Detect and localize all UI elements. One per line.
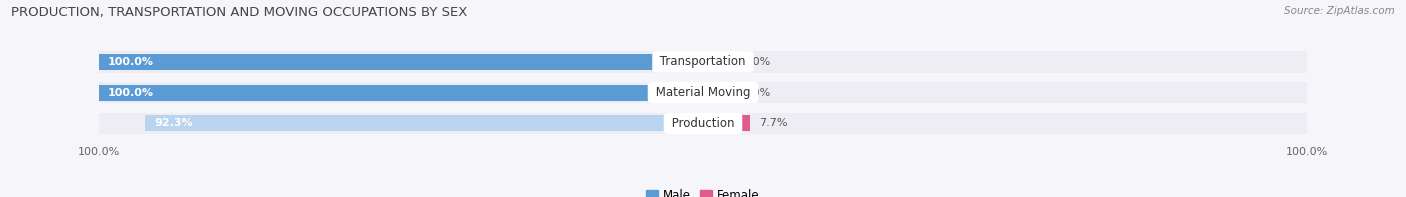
Text: Material Moving: Material Moving: [652, 86, 754, 99]
Text: PRODUCTION, TRANSPORTATION AND MOVING OCCUPATIONS BY SEX: PRODUCTION, TRANSPORTATION AND MOVING OC…: [11, 6, 468, 19]
Bar: [703, 115, 749, 131]
Text: Transportation: Transportation: [657, 55, 749, 68]
Text: 92.3%: 92.3%: [155, 118, 193, 128]
Text: Production: Production: [668, 117, 738, 130]
Text: 0.0%: 0.0%: [742, 88, 770, 98]
Bar: [703, 54, 733, 70]
Bar: [145, 115, 703, 131]
Bar: [98, 85, 703, 101]
Text: 100.0%: 100.0%: [108, 88, 153, 98]
Text: 100.0%: 100.0%: [108, 57, 153, 67]
Bar: [98, 51, 1308, 72]
Text: 0.0%: 0.0%: [742, 57, 770, 67]
Bar: [703, 85, 733, 101]
Legend: Male, Female: Male, Female: [641, 184, 765, 197]
Bar: [98, 54, 703, 70]
Text: Source: ZipAtlas.com: Source: ZipAtlas.com: [1284, 6, 1395, 16]
Text: 7.7%: 7.7%: [759, 118, 787, 128]
Bar: [98, 82, 1308, 103]
Bar: [98, 113, 1308, 134]
